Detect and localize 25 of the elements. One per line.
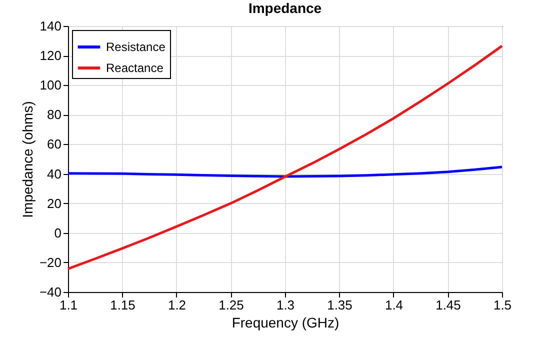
x-tick-label: 1.3 xyxy=(276,298,295,312)
x-axis-title: Frequency (GHz) xyxy=(232,314,340,330)
x-tick-label: 1.25 xyxy=(218,298,244,312)
y-tick-label: 120 xyxy=(40,48,62,64)
y-tick-label: 40 xyxy=(47,166,62,182)
legend-label: Reactance xyxy=(106,61,164,75)
legend-label: Resistance xyxy=(106,40,166,54)
y-tick-label: 0 xyxy=(54,225,62,240)
y-tick-label: 80 xyxy=(47,107,62,122)
chart-title: Impedance xyxy=(248,0,322,16)
line-series xyxy=(66,166,504,178)
x-tick-label: 1.2 xyxy=(168,298,186,312)
y-tick-label: 140 xyxy=(40,18,62,34)
y-axis-title: Impedance (ohms) xyxy=(19,101,36,218)
x-tick-label: 1.35 xyxy=(327,298,352,312)
x-tick-label: 1.4 xyxy=(384,298,404,312)
y-tick-label: −20 xyxy=(39,254,62,270)
y-tick-label: 60 xyxy=(47,136,62,152)
x-tick-label: 1.5 xyxy=(493,298,512,312)
y-tick-label: 100 xyxy=(40,78,62,93)
x-tick-label: 1.15 xyxy=(110,298,136,312)
x-tick-label: 1.45 xyxy=(436,298,461,312)
y-tick-label: −40 xyxy=(39,284,62,300)
y-tick-label: 20 xyxy=(47,196,62,211)
x-tick-label: 1.1 xyxy=(59,298,78,312)
